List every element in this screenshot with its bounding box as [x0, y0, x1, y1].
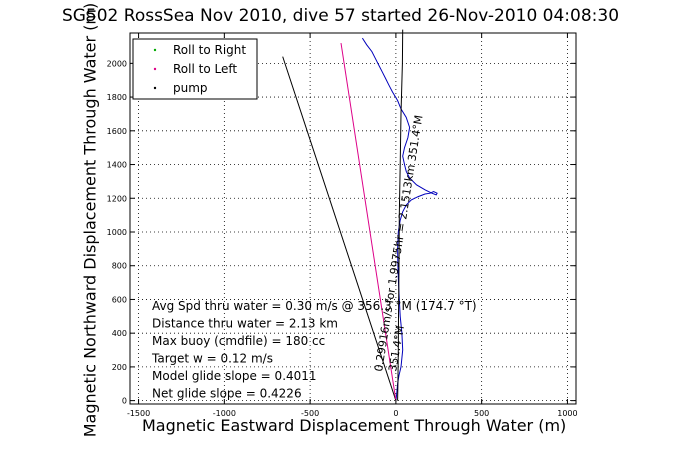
axis-ticks: [130, 33, 576, 404]
legend-label: pump: [173, 81, 208, 95]
x-tick-label: -1500: [127, 409, 150, 418]
y-tick-label: 200: [112, 363, 127, 372]
legend-label: Roll to Left: [173, 62, 237, 76]
annotation-text: Net glide slope = 0.4226: [152, 387, 302, 401]
series-line-1: [397, 29, 404, 401]
legend-marker: [153, 48, 157, 52]
x-tick-label: 0: [393, 409, 398, 418]
y-tick-label: 1600: [107, 127, 127, 136]
y-tick-label: 400: [112, 329, 127, 338]
series-layer: [282, 29, 438, 401]
legend-label: Roll to Right: [173, 43, 246, 57]
annotation-block: Avg Spd thru water = 0.30 m/s @ 356.3 °M…: [151, 299, 477, 401]
y-tick-label: 2000: [107, 59, 127, 68]
y-tick-label: 600: [112, 295, 127, 304]
annotation-text: Avg Spd thru water = 0.30 m/s @ 356.3 °M…: [152, 299, 477, 313]
x-axis-label: Magnetic Eastward Displacement Through W…: [142, 416, 567, 435]
legend-box: [132, 38, 258, 100]
y-tick-label: 1000: [107, 228, 127, 237]
y-tick-label: 1800: [107, 93, 127, 102]
series-line-0: [361, 37, 438, 401]
annotation-text: Max buoy (cmdfile) = 180 cc: [152, 334, 325, 348]
y-tick-label: 0: [122, 397, 127, 406]
annotation-text: Distance thru water = 2.13 km: [152, 317, 338, 331]
series-line-3: [340, 43, 397, 401]
annotation-text: Model glide slope = 0.4011: [152, 369, 317, 383]
axes-box: [129, 32, 577, 405]
series-line-2: [282, 56, 397, 401]
tick-labels: -1500 -1000 -500 0 500 1000 0 200 400 600 800 1000 1…: [107, 59, 578, 418]
legend: Roll to Right Roll to Left pump: [132, 38, 258, 100]
legend-marker: [153, 86, 157, 90]
x-tick-label: 1000: [557, 409, 577, 418]
y-tick-label: 800: [112, 262, 127, 271]
y-tick-label: 1400: [107, 161, 127, 170]
y-axis-label: Magnetic Northward Displacement Through …: [80, 2, 100, 438]
annotation-text: Target w = 0.12 m/s: [151, 352, 273, 366]
x-tick-label: -500: [301, 409, 319, 418]
legend-marker: [153, 67, 157, 71]
chart-title: SG502 RossSea Nov 2010, dive 57 started …: [61, 6, 620, 26]
y-tick-label: 1200: [107, 194, 127, 203]
x-tick-label: -1000: [213, 409, 236, 418]
track-annotations: 0.29916m/s for 1.9975hr = 2.1513km 351.4…: [372, 114, 425, 372]
x-tick-label: 500: [474, 409, 489, 418]
